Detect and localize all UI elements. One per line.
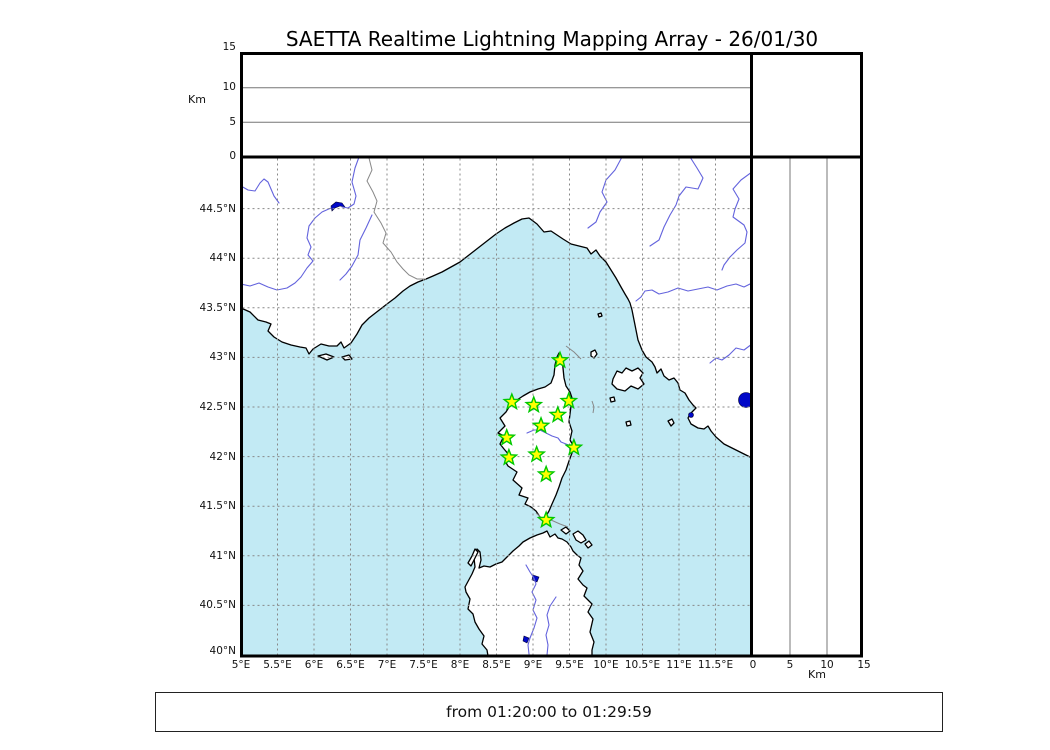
lon-tick: 5.5°E (263, 659, 292, 671)
station-star-marker (502, 392, 522, 411)
lon-tick: 8.5°E (482, 659, 511, 671)
right-km-tick: 0 (749, 659, 757, 671)
station-star-marker (531, 415, 551, 434)
lon-tick: 11.5°E (697, 659, 734, 671)
right-km-tick: 15 (857, 659, 871, 671)
pianosa-island (609, 396, 616, 403)
lon-tick: 6°E (304, 659, 324, 671)
lon-tick: 9.5°E (555, 659, 584, 671)
station-star-marker (550, 350, 570, 369)
altitude-gridlines-top (242, 87, 751, 123)
lake-sardinia-south (522, 635, 530, 644)
lat-tick: 43.5°N (199, 302, 236, 314)
lat-tick: 42°N (209, 451, 236, 463)
station-star-marker (559, 391, 579, 410)
asinara-island (467, 548, 479, 567)
lon-tick: 11°E (666, 659, 692, 671)
lon-tick: 5°E (231, 659, 251, 671)
lat-tick: 43°N (209, 351, 236, 363)
montecristo-island (625, 420, 632, 427)
lat-tick: 41°N (209, 550, 236, 562)
lon-tick: 7°E (377, 659, 397, 671)
lat-tick: 40.5°N (199, 599, 236, 611)
lon-tick: 8°E (450, 659, 470, 671)
map-panel (241, 157, 752, 656)
maritime-boundary (565, 345, 582, 360)
station-star-marker (499, 447, 519, 466)
river (241, 178, 280, 204)
maritime-boundary (550, 519, 569, 528)
river (526, 429, 572, 447)
panel-frames (240, 52, 863, 658)
lat-tick: 41.5°N (199, 500, 236, 512)
gorgona-island (597, 312, 603, 318)
lon-tick: 10°E (593, 659, 619, 671)
top-panel-frame (240, 52, 753, 159)
stations-layer (497, 350, 584, 529)
station-star-marker (548, 404, 568, 424)
alt-axis-unit-left: Km (188, 93, 206, 106)
station-star-marker (524, 395, 544, 414)
river (649, 157, 704, 247)
station-star-marker (536, 464, 556, 483)
alt-tick-5: 5 (229, 116, 236, 128)
rivers-group (241, 157, 752, 656)
river (587, 157, 623, 229)
river (635, 282, 752, 302)
time-range-box: from 01:20:00 to 01:29:59 (155, 692, 943, 732)
lon-tick: 6.5°E (336, 659, 365, 671)
right-km-tick: 10 (820, 659, 834, 671)
station-star-marker (536, 510, 556, 529)
borders-group (366, 157, 595, 528)
lakes-group (330, 201, 752, 644)
page-title: SAETTA Realtime Lightning Mapping Array … (285, 27, 819, 51)
maddalena-islands (560, 526, 593, 549)
lat-tick: 44°N (209, 252, 236, 264)
river (709, 343, 752, 364)
capraia-island (590, 349, 598, 359)
lat-tick: 40°N (209, 645, 236, 657)
right-panel-frame (750, 155, 863, 658)
river (341, 157, 360, 209)
lat-tick: 44.5°N (199, 203, 236, 215)
alt-tick-0: 0 (229, 150, 236, 162)
alt-axis-unit-right: Km (808, 668, 826, 681)
elba-island (611, 367, 645, 392)
right-km-tick: 5 (786, 659, 794, 671)
river (339, 214, 373, 281)
station-star-marker (564, 437, 584, 456)
sardinia-island (464, 530, 595, 656)
alt-tick-10: 10 (222, 81, 236, 93)
giglio-island (667, 418, 675, 427)
corner-box-frame (750, 52, 863, 159)
lake-bolsena (738, 392, 752, 408)
lake-serre-poncon (330, 201, 346, 212)
mainland-coast (241, 157, 752, 459)
lagoon-orbetello (688, 412, 694, 418)
station-star-marker (527, 444, 547, 463)
lat-tick: 42.5°N (199, 401, 236, 413)
alt-tick-15: 15 (222, 41, 236, 53)
river (721, 171, 752, 271)
river (545, 596, 557, 656)
right-altitude-panel (789, 158, 828, 655)
lon-tick: 7.5°E (409, 659, 438, 671)
river (241, 207, 332, 291)
border-france-italy (366, 157, 426, 280)
time-range-label: from 01:20:00 to 01:29:59 (446, 703, 652, 721)
station-star-marker (497, 427, 517, 446)
altitude-gridlines-right (789, 158, 828, 655)
lon-tick: 10.5°E (624, 659, 661, 671)
lon-tick: 9°E (523, 659, 543, 671)
landmass-group (241, 157, 752, 656)
top-altitude-panel (242, 87, 751, 123)
